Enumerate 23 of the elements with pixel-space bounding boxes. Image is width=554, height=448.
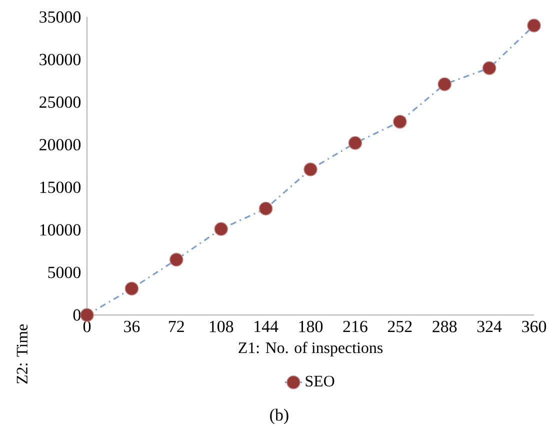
x-tick-label: 360 bbox=[522, 320, 546, 332]
y-axis-title: Z2: Time bbox=[16, 324, 28, 384]
x-tick-label: 216 bbox=[343, 320, 368, 332]
x-tick-label: 0 bbox=[83, 320, 91, 332]
x-tick-label: 108 bbox=[210, 320, 234, 332]
legend-label: SEO bbox=[306, 376, 334, 387]
y-tick-label: 5000 bbox=[48, 266, 81, 278]
y-tick-label: 0 bbox=[73, 309, 81, 321]
y-tick-label: 25000 bbox=[40, 96, 81, 108]
x-tick-label: 324 bbox=[477, 320, 502, 332]
x-tick-label: 36 bbox=[124, 320, 140, 332]
y-tick-label: 15000 bbox=[40, 182, 81, 194]
x-axis-title: Z1: No. of inspections bbox=[238, 342, 383, 356]
y-tick-label: 30000 bbox=[40, 54, 81, 66]
y-tick-label: 20000 bbox=[40, 139, 81, 150]
x-tick-label: 144 bbox=[254, 320, 278, 332]
x-tick-label: 180 bbox=[299, 320, 323, 332]
text: (b) bbox=[270, 408, 288, 424]
y-tick-label: 10000 bbox=[40, 224, 81, 236]
y-tick-label: 35000 bbox=[40, 11, 81, 23]
x-tick-label: 72 bbox=[169, 320, 184, 332]
x-tick-label: 252 bbox=[388, 320, 412, 332]
x-tick-label: 288 bbox=[432, 320, 457, 332]
